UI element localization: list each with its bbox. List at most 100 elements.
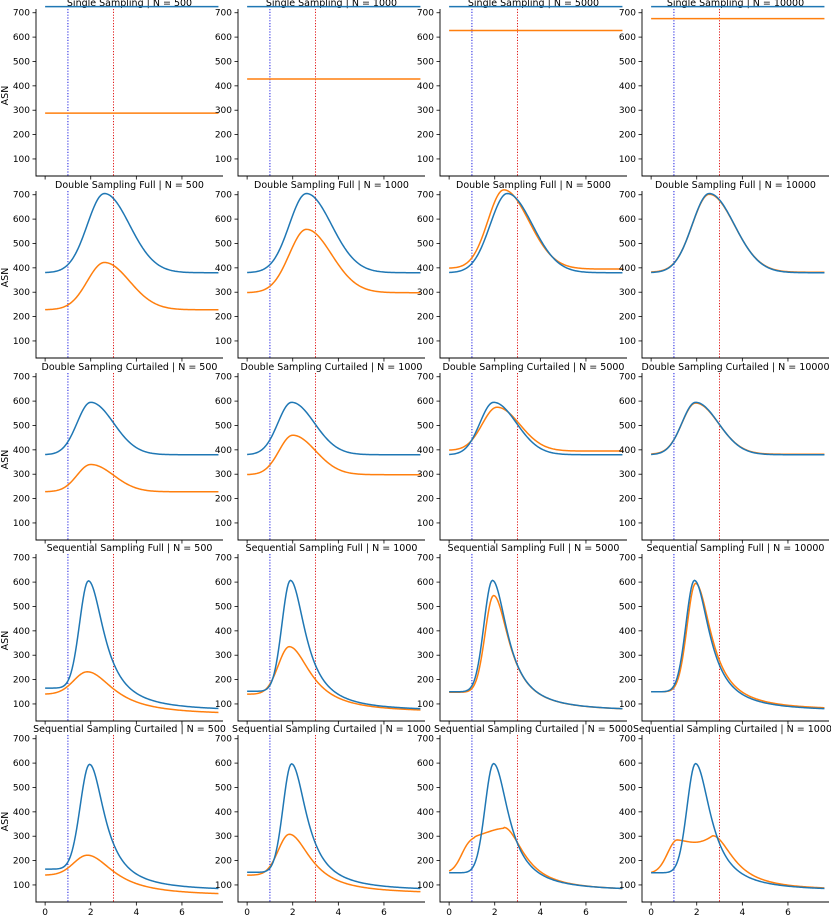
x-tick-label: 2 <box>492 908 498 917</box>
series-orange-line <box>247 434 421 476</box>
y-tick-label: 600 <box>215 215 232 225</box>
y-tick-label: 400 <box>13 82 30 92</box>
y-tick-label: 700 <box>619 735 636 745</box>
panel-5-1: Sequential Sampling Curtailed | N = 500 1… <box>0 724 226 917</box>
panel-title: Sequential Sampling Full | N = 5000 <box>448 543 620 554</box>
panel-3-3: Double Sampling Curtailed | N = 5000 100 2… <box>417 362 627 544</box>
y-tick-label: 100 <box>13 337 30 347</box>
x-tick-label: 4 <box>335 908 341 917</box>
y-tick-label: 300 <box>215 470 232 480</box>
y-tick-label: 600 <box>417 215 434 225</box>
y-tick-label: 200 <box>417 857 434 867</box>
y-tick-label: 700 <box>417 9 434 19</box>
axis-spines <box>237 735 425 903</box>
y-tick-label: 600 <box>417 578 434 588</box>
axis-spines <box>35 373 223 541</box>
axis-spines <box>237 191 425 359</box>
series-blue-line <box>449 762 623 890</box>
y-tick-label: 300 <box>417 832 434 842</box>
y-tick-label: 200 <box>417 313 434 323</box>
x-tick-label: 2 <box>290 908 296 917</box>
y-tick-label: 700 <box>619 191 636 201</box>
y-tick-label: 500 <box>417 421 434 431</box>
panel-3-1: Double Sampling Curtailed | N = 500 100 20… <box>0 362 223 544</box>
y-tick-label: 600 <box>417 33 434 43</box>
y-tick-label: 600 <box>619 33 636 43</box>
y-tick-label: 100 <box>417 155 434 165</box>
y-tick-label: 200 <box>417 676 434 686</box>
y-tick-label: 700 <box>13 373 30 383</box>
panel-title: Sequential Sampling Full | N = 1000 <box>246 543 418 554</box>
series-blue-line <box>45 192 219 274</box>
series-orange-line <box>45 671 219 714</box>
y-tick-label: 100 <box>215 337 232 347</box>
axis-spines <box>439 735 627 903</box>
y-tick-label: 300 <box>215 288 232 298</box>
series-orange-line <box>247 645 421 711</box>
y-tick-label: 100 <box>215 155 232 165</box>
x-tick-label: 0 <box>648 908 654 917</box>
y-tick-label: 500 <box>417 783 434 793</box>
y-tick-label: 500 <box>619 602 636 612</box>
y-tick-label: 500 <box>215 421 232 431</box>
x-tick-label: 2 <box>694 908 700 917</box>
panel-title: Double Sampling Curtailed | N = 5000 <box>443 362 625 373</box>
y-axis-label: ASN <box>0 631 11 651</box>
axis-spines <box>237 554 425 722</box>
series-blue-line <box>45 763 219 890</box>
y-tick-label: 400 <box>215 82 232 92</box>
panel-1-3: Single Sampling | N = 5000 100 200 300 400 50… <box>417 0 627 180</box>
y-tick-label: 300 <box>619 832 636 842</box>
y-tick-label: 100 <box>215 519 232 529</box>
panel-title: Double Sampling Full | N = 500 <box>55 180 204 191</box>
panel-title: Double Sampling Curtailed | N = 500 <box>42 362 218 373</box>
y-tick-label: 300 <box>417 651 434 661</box>
y-tick-label: 100 <box>13 155 30 165</box>
series-orange-line <box>448 826 623 890</box>
y-tick-label: 200 <box>619 495 636 505</box>
y-tick-label: 400 <box>417 82 434 92</box>
y-tick-label: 100 <box>417 337 434 347</box>
series-blue-line <box>449 401 623 456</box>
y-tick-label: 500 <box>13 57 30 67</box>
y-tick-label: 200 <box>13 676 30 686</box>
axis-spines <box>439 9 627 177</box>
panel-1-2: Single Sampling | N = 1000 100 200 300 400 50… <box>215 0 425 180</box>
y-tick-label: 400 <box>215 264 232 274</box>
y-tick-label: 700 <box>13 735 30 745</box>
y-tick-label: 300 <box>215 832 232 842</box>
series-blue-line <box>651 192 825 274</box>
y-tick-label: 500 <box>619 239 636 249</box>
panel-title: Single Sampling | N = 1000 <box>266 0 397 9</box>
y-tick-label: 400 <box>215 446 232 456</box>
axis-spines <box>641 554 829 722</box>
y-tick-label: 500 <box>13 783 30 793</box>
y-tick-label: 400 <box>13 446 30 456</box>
y-tick-label: 400 <box>13 808 30 818</box>
series-orange-line <box>651 193 825 273</box>
y-tick-label: 500 <box>619 57 636 67</box>
y-tick-label: 700 <box>417 191 434 201</box>
panel-3-4: Double Sampling Curtailed | N = 10000 100… <box>619 362 830 544</box>
y-tick-label: 600 <box>215 578 232 588</box>
y-tick-label: 700 <box>215 191 232 201</box>
y-tick-label: 600 <box>417 759 434 769</box>
series-orange-line <box>45 261 219 311</box>
y-tick-label: 200 <box>13 131 30 141</box>
y-tick-label: 600 <box>13 578 30 588</box>
y-tick-label: 300 <box>13 651 30 661</box>
axis-spines <box>237 9 425 177</box>
y-tick-label: 500 <box>417 239 434 249</box>
y-tick-label: 600 <box>13 397 30 407</box>
y-tick-label: 600 <box>13 759 30 769</box>
y-tick-label: 700 <box>215 735 232 745</box>
y-tick-label: 700 <box>417 373 434 383</box>
y-tick-label: 100 <box>619 881 636 891</box>
y-tick-label: 100 <box>619 519 636 529</box>
panel-2-1: Double Sampling Full | N = 500 100 200 300 4… <box>0 180 223 362</box>
x-tick-label: 0 <box>42 908 48 917</box>
x-tick-label: 6 <box>785 908 791 917</box>
y-tick-label: 500 <box>13 239 30 249</box>
y-tick-label: 100 <box>619 337 636 347</box>
